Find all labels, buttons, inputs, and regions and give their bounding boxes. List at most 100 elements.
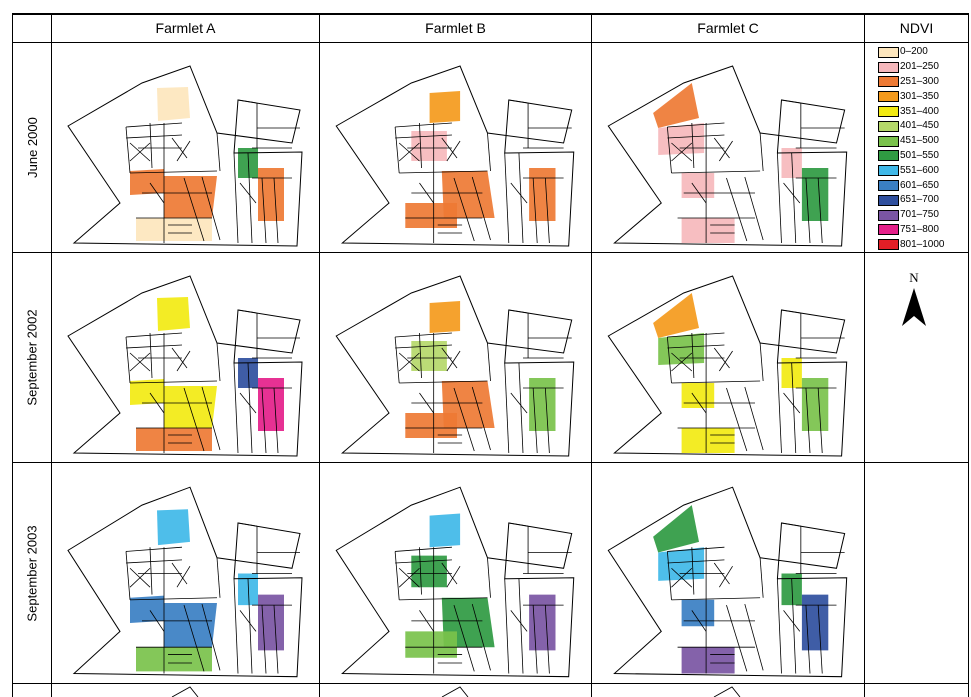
paddock-boundary: [667, 127, 671, 173]
legend-swatch: [878, 180, 899, 192]
grid-line: [12, 462, 969, 463]
paddock-boundary: [519, 153, 523, 243]
ndvi-paddock-fill: [801, 168, 829, 221]
paddock-boundary: [419, 547, 421, 594]
paddock-boundary: [126, 337, 130, 383]
paddock-boundary: [745, 387, 763, 450]
paddock-boundary: [726, 605, 746, 671]
farm-outline: [336, 66, 574, 246]
paddock-boundary: [399, 171, 487, 173]
paddock-boundary: [533, 605, 537, 673]
legend-swatch: [878, 135, 899, 147]
paddock-boundary: [487, 133, 490, 171]
ndvi-paddock-fill: [681, 599, 715, 627]
paddock-boundary: [692, 393, 706, 413]
paddock-boundary: [745, 177, 763, 240]
legend-item: 551–600: [878, 163, 945, 178]
paddock-boundary: [447, 351, 460, 371]
legend-swatch: [878, 120, 899, 132]
paddock-boundary: [818, 388, 822, 453]
paddock-boundary: [671, 143, 691, 161]
farm-outline: [68, 276, 302, 456]
ndvi-legend: 0–200 201–250 251–300 301–350 351–400 401–450…: [878, 45, 945, 252]
paddock-boundary: [472, 177, 490, 240]
legend-item: 401–450: [878, 119, 945, 134]
ndvi-paddock-fill: [429, 301, 461, 333]
ndvi-paddock-fill: [238, 573, 258, 606]
paddock-boundary: [234, 153, 238, 243]
legend-label: 701–750: [900, 209, 939, 221]
grid-line: [591, 13, 592, 697]
row-header-september-2003: September 2003: [24, 524, 40, 622]
paddock-boundary: [671, 381, 760, 383]
paddock-boundary: [760, 343, 763, 381]
map-partial-farmlet-c: [713, 686, 741, 697]
paddock-boundary: [667, 123, 724, 127]
column-header-farmlet-a: Farmlet A: [155, 20, 216, 36]
paddock-boundary: [792, 153, 796, 243]
map-farmlet-b-september-2002: [320, 253, 591, 462]
ndvi-paddock-fill: [405, 631, 457, 658]
legend-label: 501–550: [900, 149, 939, 161]
legend-label: 451–500: [900, 135, 939, 147]
paddock-boundary: [667, 337, 671, 383]
paddock-boundary: [150, 393, 164, 413]
ndvi-paddock-fill: [429, 513, 461, 548]
legend-item: 751–800: [878, 223, 945, 238]
legend-label: 351–400: [900, 105, 939, 117]
grid-line: [12, 252, 969, 253]
paddock-boundary: [545, 178, 549, 243]
ndvi-paddock-fill: [136, 218, 212, 241]
column-header-farmlet-c: Farmlet C: [697, 20, 759, 36]
paddock-boundary: [150, 547, 152, 594]
paddock-boundary: [126, 127, 130, 173]
paddock-boundary: [505, 153, 509, 243]
paddock-boundary: [671, 568, 691, 587]
paddock-boundary: [714, 563, 729, 584]
paddock-boundary: [395, 127, 399, 173]
map-farmlet-c-june-2000: [592, 43, 864, 252]
paddock-boundary: [472, 387, 490, 450]
ndvi-paddock-fill: [653, 293, 699, 338]
paddock-boundary: [533, 388, 537, 453]
paddock-boundary: [172, 348, 187, 368]
paddock-boundary: [202, 604, 220, 670]
farm-outline: [608, 66, 846, 246]
paddock-boundary: [454, 605, 474, 671]
ndvi-paddock-fill: [681, 647, 735, 674]
paddock-boundary: [248, 153, 252, 243]
paddock-boundary: [172, 563, 187, 584]
ndvi-paddock-fill: [157, 297, 190, 331]
ndvi-paddock-fill: [164, 176, 217, 218]
ndvi-paddock-fill: [136, 647, 212, 672]
paddock-boundary: [719, 351, 732, 371]
paddock-boundary: [399, 568, 419, 587]
paddock-boundary: [509, 523, 528, 526]
farm-boundary: [68, 487, 302, 676]
paddock-boundary: [472, 604, 490, 670]
paddock-boundary: [126, 560, 182, 563]
ndvi-paddock-fill: [681, 173, 715, 198]
legend-label: 751–800: [900, 223, 939, 235]
ndvi-paddock-fill: [157, 509, 190, 546]
legend-swatch: [878, 46, 899, 58]
farm-outline: [608, 276, 846, 456]
paddock-boundary: [505, 579, 509, 674]
paddock-boundary: [545, 388, 549, 453]
grid-line: [12, 683, 969, 684]
paddock-boundary: [667, 333, 724, 337]
paddock-boundary: [177, 141, 190, 161]
ndvi-paddock-fill: [258, 378, 284, 431]
paddock-boundary: [395, 345, 452, 348]
paddock-boundary: [777, 579, 781, 674]
paddock-boundary: [806, 605, 810, 673]
paddock-boundary: [248, 363, 252, 453]
legend-item: 651–700: [878, 193, 945, 208]
legend-item: 201–250: [878, 60, 945, 75]
ndvi-paddock-fill: [130, 379, 164, 405]
grid-line: [12, 13, 13, 697]
paddock-boundary: [217, 133, 220, 171]
paddock-boundary: [692, 610, 706, 631]
ndvi-paddock-fill: [405, 413, 457, 438]
